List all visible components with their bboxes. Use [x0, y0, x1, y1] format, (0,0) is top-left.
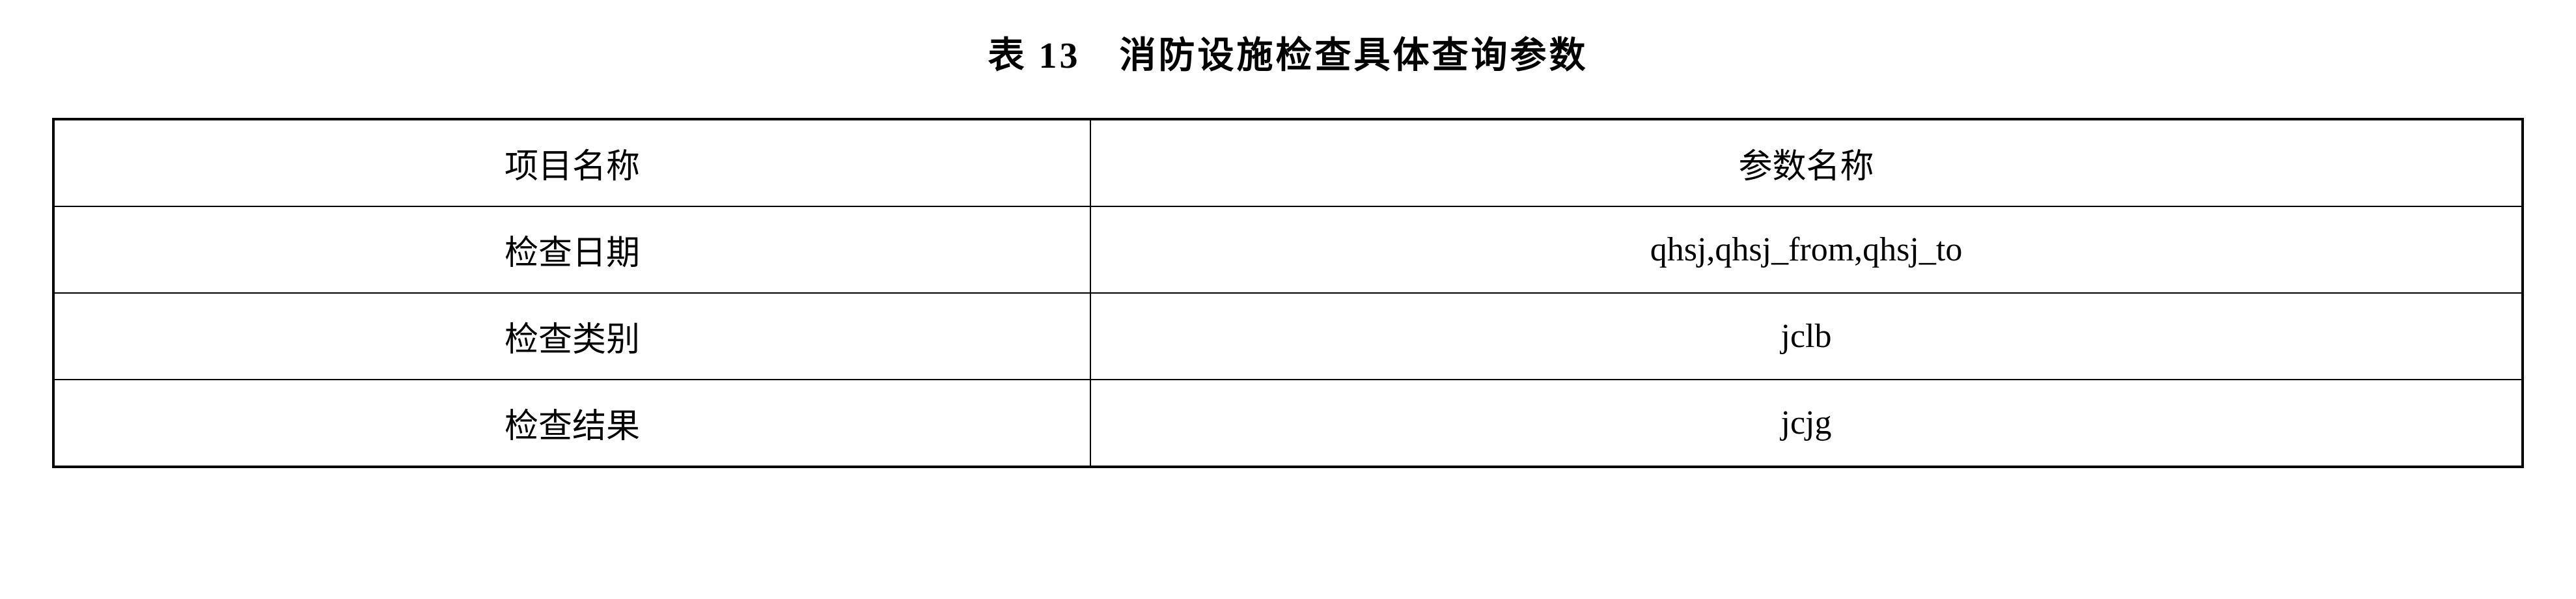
column-header-param-name: 参数名称: [1090, 119, 2523, 206]
param-name-cell: jclb: [1090, 293, 2523, 380]
item-name-cell: 检查结果: [53, 380, 1090, 467]
table-row: 检查结果 jcjg: [53, 380, 2523, 467]
table-caption: 表 13 消防设施检查具体查询参数: [52, 26, 2524, 79]
parameter-table: 项目名称 参数名称 检查日期 qhsj,qhsj_from,qhsj_to 检查…: [52, 118, 2524, 468]
table-row: 检查类别 jclb: [53, 293, 2523, 380]
item-name-cell: 检查类别: [53, 293, 1090, 380]
item-name-cell: 检查日期: [53, 206, 1090, 293]
column-header-item-name: 项目名称: [53, 119, 1090, 206]
table-row: 检查日期 qhsj,qhsj_from,qhsj_to: [53, 206, 2523, 293]
table-header-row: 项目名称 参数名称: [53, 119, 2523, 206]
param-name-cell: jcjg: [1090, 380, 2523, 467]
param-name-cell: qhsj,qhsj_from,qhsj_to: [1090, 206, 2523, 293]
